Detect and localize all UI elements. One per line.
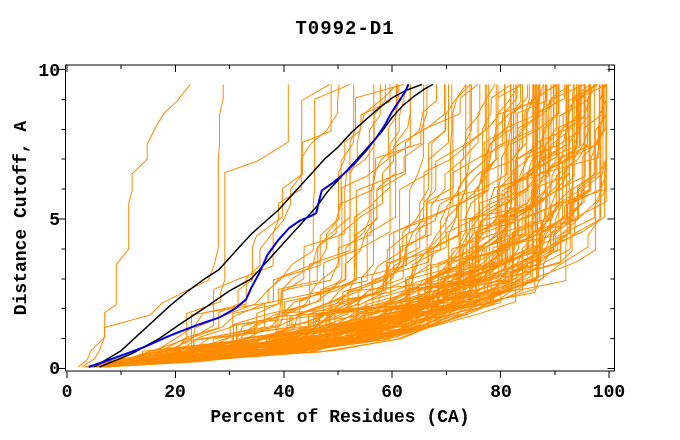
server-model-curve (100, 84, 560, 368)
reference-model-1 (93, 83, 423, 368)
server-model-curve (88, 83, 351, 368)
x-tick-label: 40 (273, 383, 295, 403)
server-model-curve (101, 83, 597, 368)
x-tick-label: 60 (381, 383, 403, 403)
x-axis-label: Percent of Residues (CA) (210, 408, 469, 428)
plot-border (65, 64, 615, 372)
server-model-curve (87, 84, 355, 368)
server-model-curve (101, 84, 568, 368)
server-model-curve (100, 84, 512, 368)
highlighted-model-curves (88, 83, 434, 368)
server-model-curves (77, 83, 607, 368)
server-model-curve (98, 84, 522, 368)
server-model-curve (104, 84, 591, 368)
server-model-curve (100, 83, 571, 368)
server-model-curve (101, 84, 595, 368)
y-tick-labels: 0 5 10 (38, 62, 60, 380)
server-model-curve (85, 84, 332, 368)
server-model-curve (102, 84, 577, 368)
plot-axes (58, 64, 615, 378)
server-model-curve (86, 83, 330, 368)
highlighted-model (88, 83, 410, 368)
x-tick-label: 100 (593, 383, 625, 403)
server-model-curve (91, 84, 408, 368)
x-tick-label: 20 (164, 383, 186, 403)
server-model-curve (103, 84, 607, 368)
server-model-curve (97, 83, 523, 368)
server-model-curve (103, 84, 607, 368)
server-model-curve (99, 84, 506, 368)
server-model-curve (104, 84, 604, 368)
x-tick-label: 80 (490, 383, 512, 403)
axis-ticks (58, 65, 615, 378)
server-model-curve (86, 84, 340, 368)
server-model-curve (84, 84, 289, 368)
server-model-curve (94, 84, 437, 368)
y-tick-label: 0 (49, 360, 60, 380)
server-model-curve (99, 84, 535, 368)
y-axis-label: Distance Cutoff, A (12, 121, 32, 316)
x-tick-label: 0 (62, 383, 73, 403)
plot-title: T0992-D1 (295, 18, 394, 40)
server-model-curve (88, 84, 398, 368)
server-model-curve (101, 84, 575, 368)
server-model-curve (77, 84, 191, 368)
server-model-curve (81, 84, 224, 368)
server-model-curve (99, 84, 517, 368)
server-model-curve (95, 84, 488, 368)
server-model-curve (94, 84, 467, 368)
server-model-curve (103, 84, 604, 368)
server-model-curve (98, 84, 547, 368)
y-tick-label: 10 (38, 62, 60, 82)
server-model-curve (103, 84, 581, 368)
x-tick-labels: 0 20 40 60 80 100 (62, 383, 626, 403)
server-model-curve (92, 84, 398, 368)
reference-model-2 (99, 83, 434, 368)
server-model-curve (100, 84, 541, 368)
server-model-curve (100, 83, 585, 368)
server-model-curve (95, 84, 518, 368)
y-tick-label: 5 (49, 211, 60, 231)
